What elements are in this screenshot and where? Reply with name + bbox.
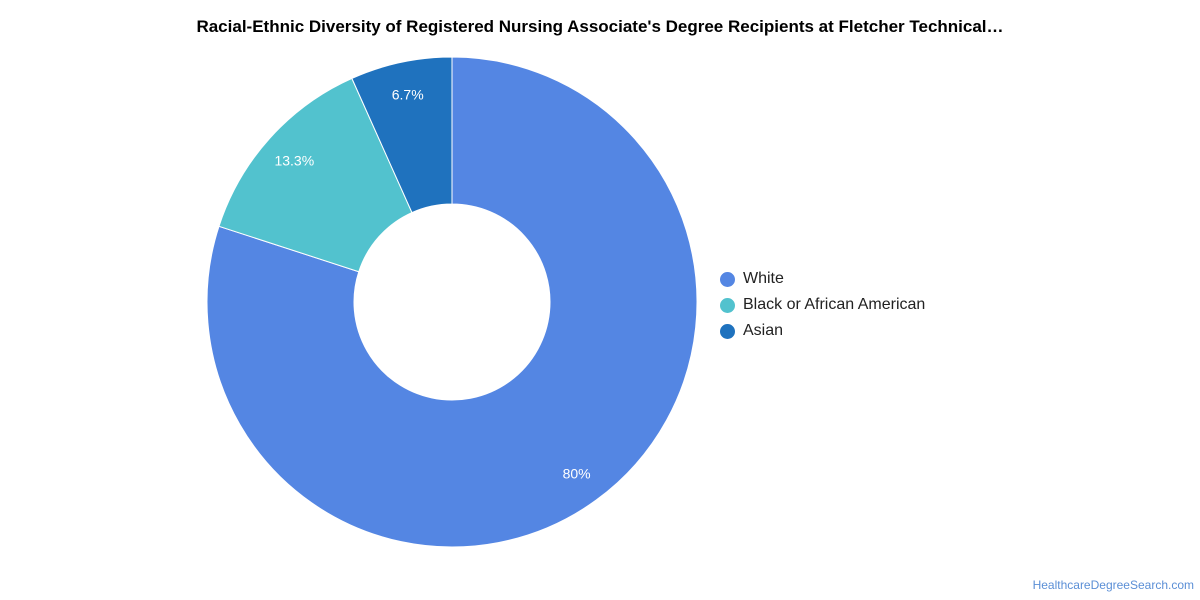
legend-label: Black or African American xyxy=(743,296,926,313)
legend-item-white[interactable]: White xyxy=(720,266,925,292)
data-label-asian: 6.7% xyxy=(392,87,424,103)
legend-swatch-icon xyxy=(720,323,735,339)
data-label-black-or-african-american: 13.3% xyxy=(274,152,314,168)
slice-white[interactable] xyxy=(206,56,698,548)
slice-asian[interactable] xyxy=(351,56,453,214)
slice-black-or-african-american[interactable] xyxy=(218,77,413,273)
legend-label: Asian xyxy=(743,322,784,339)
data-label-white: 80% xyxy=(563,466,591,482)
legend-swatch-icon xyxy=(720,297,735,313)
chart-title: Racial-Ethnic Diversity of Registered Nu… xyxy=(196,17,1004,36)
legend-item-asian[interactable]: Asian xyxy=(720,318,925,344)
legend-label: White xyxy=(743,270,784,287)
source-link[interactable]: HealthcareDegreeSearch.com xyxy=(1032,578,1194,592)
legend-swatch-icon xyxy=(720,271,735,287)
legend-item-black-or-african-american[interactable]: Black or African American xyxy=(720,292,925,318)
chart-legend: White Black or African American Asian xyxy=(720,266,925,344)
